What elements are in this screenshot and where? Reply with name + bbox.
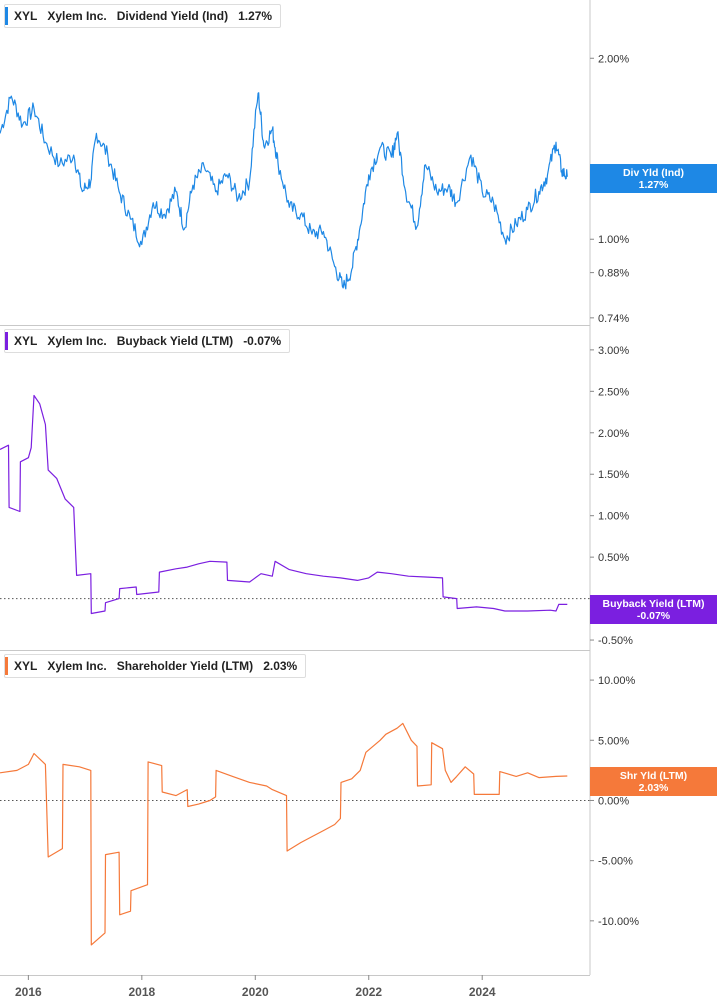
legend-ticker: XYL bbox=[14, 9, 38, 23]
y-tick-label: 1.50% bbox=[598, 469, 629, 481]
legend-color-swatch bbox=[5, 657, 8, 675]
y-axis-ticks: 2.00% 1.00% 0.88% 0.74% 3.00% 2.50% 2.00% 1.50%… bbox=[590, 53, 639, 928]
y-tick-label: 2.00% bbox=[598, 53, 629, 65]
value-tag-buyback: Buyback Yield (LTM) -0.07% bbox=[590, 595, 717, 624]
legend-dividend: XYL Xylem Inc. Dividend Yield (Ind) 1.27… bbox=[4, 4, 282, 28]
y-tick-label: 1.00% bbox=[598, 234, 629, 246]
x-tick-label: 2024 bbox=[469, 985, 496, 999]
y-tick-label: 2.50% bbox=[598, 386, 629, 398]
y-tick-label: 2.00% bbox=[598, 428, 629, 440]
series-lines bbox=[0, 92, 568, 946]
legend-shareholder: XYL Xylem Inc. Shareholder Yield (LTM) 2… bbox=[4, 654, 307, 678]
legend-ticker: XYL bbox=[14, 659, 38, 673]
legend-company: Xylem Inc. bbox=[47, 659, 107, 673]
legend-metric: Shareholder Yield (LTM) bbox=[116, 659, 254, 673]
y-tick-label: 0.50% bbox=[598, 552, 629, 564]
y-tick-label: -0.50% bbox=[598, 635, 633, 647]
value-tag-shareholder: Shr Yld (LTM) 2.03% bbox=[590, 767, 717, 796]
legend-company: Xylem Inc. bbox=[47, 9, 107, 23]
series-line-buyback bbox=[0, 394, 568, 615]
legend-value: -0.07% bbox=[243, 334, 282, 348]
y-tick-label: 0.00% bbox=[598, 795, 629, 807]
y-tick-label: 0.88% bbox=[598, 268, 629, 280]
tag-label: Buyback Yield (LTM) bbox=[602, 598, 705, 610]
x-tick-label: 2020 bbox=[242, 985, 269, 999]
y-tick-label: -5.00% bbox=[598, 856, 633, 868]
y-tick-label: 3.00% bbox=[598, 345, 629, 357]
legend-company: Xylem Inc. bbox=[47, 334, 107, 348]
y-tick-label: 0.74% bbox=[598, 313, 629, 325]
panel-frames bbox=[0, 0, 591, 976]
legend-buyback: XYL Xylem Inc. Buyback Yield (LTM) -0.07… bbox=[4, 329, 291, 353]
series-line-dividend bbox=[0, 92, 568, 290]
tag-value: 1.27% bbox=[638, 179, 669, 191]
tag-value: -0.07% bbox=[636, 610, 671, 622]
legend-metric: Buyback Yield (LTM) bbox=[116, 334, 234, 348]
tag-label: Div Yld (Ind) bbox=[622, 167, 685, 179]
value-tag-dividend: Div Yld (Ind) 1.27% bbox=[590, 164, 717, 193]
legend-color-swatch bbox=[5, 7, 8, 25]
legend-value: 2.03% bbox=[263, 659, 298, 673]
tag-label: Shr Yld (LTM) bbox=[619, 770, 688, 782]
y-tick-label: 5.00% bbox=[598, 735, 629, 747]
x-tick-label: 2016 bbox=[15, 985, 42, 999]
legend-metric: Dividend Yield (Ind) bbox=[116, 9, 229, 23]
x-tick-label: 2018 bbox=[128, 985, 155, 999]
x-tick-label: 2022 bbox=[355, 985, 382, 999]
y-tick-label: 10.00% bbox=[598, 675, 636, 687]
legend-ticker: XYL bbox=[14, 334, 38, 348]
legend-color-swatch bbox=[5, 332, 8, 350]
series-line-shareholder bbox=[0, 722, 568, 946]
x-axis-ticks: 2016 2018 2020 2022 2024 bbox=[15, 975, 496, 999]
y-tick-label: 1.00% bbox=[598, 511, 629, 523]
y-tick-label: -10.00% bbox=[598, 916, 639, 928]
legend-value: 1.27% bbox=[238, 9, 273, 23]
tag-value: 2.03% bbox=[638, 782, 669, 794]
